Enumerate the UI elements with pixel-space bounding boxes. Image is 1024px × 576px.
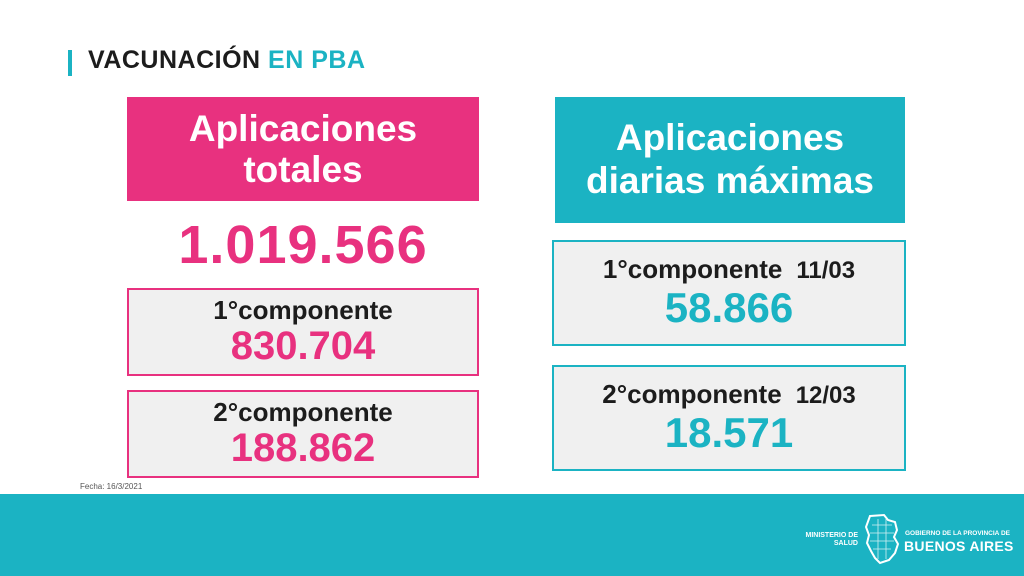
daily-second-component-value: 18.571 [664, 408, 794, 456]
daily-second-component-label: 2°componente [602, 379, 782, 410]
daily-max-title-line2: diarias máximas [586, 160, 874, 201]
total-second-component-box: 2°componente 188.862 [127, 390, 479, 478]
page-title-accent: EN PBA [268, 46, 366, 74]
total-first-component-box: 1°componente 830.704 [127, 288, 479, 376]
total-applications-header: Aplicaciones totales [127, 97, 479, 201]
page-title: VACUNACIÓN EN PBA [88, 46, 366, 75]
report-date: Fecha: 16/3/2021 [80, 482, 143, 491]
header-accent-bar [68, 50, 72, 76]
total-second-component-value: 188.862 [230, 426, 376, 471]
daily-max-title-line1: Aplicaciones [615, 117, 845, 159]
daily-first-component-box: 1°componente 11/03 58.866 [552, 240, 906, 346]
daily-second-component-box: 2°componente 12/03 18.571 [552, 365, 906, 471]
ministerio-logo-text: MINISTERIO DE SALUD [800, 532, 858, 548]
daily-second-component-label-row: 2°componente 12/03 [602, 380, 856, 409]
total-second-component-label: 2°componente [213, 396, 393, 427]
gobierno-label: GOBIERNO DE LA PROVINCIA DE [905, 530, 1010, 537]
total-first-component-value: 830.704 [230, 324, 376, 369]
total-applications-title-line2: totales [243, 149, 363, 190]
page-title-main: VACUNACIÓN [88, 46, 261, 74]
daily-max-header: Aplicaciones diarias máximas [555, 97, 905, 223]
total-applications-title-line1: Aplicaciones [188, 107, 418, 149]
daily-second-component-date: 12/03 [795, 382, 856, 410]
daily-first-component-value: 58.866 [664, 283, 794, 331]
total-applications-value: 1.019.566 [178, 215, 428, 275]
daily-first-component-label-row: 1°componente 11/03 [603, 255, 855, 284]
daily-first-component-date: 11/03 [796, 257, 856, 285]
ministerio-line1: MINISTERIO DE [805, 532, 858, 539]
daily-first-component-label: 1°componente [602, 254, 783, 285]
total-first-component-label: 1°componente [213, 294, 393, 325]
province-map-icon [864, 513, 900, 565]
buenos-aires-label: BUENOS AIRES [904, 538, 1014, 554]
footer-band [0, 494, 1024, 576]
ministerio-line2: SALUD [833, 540, 858, 548]
